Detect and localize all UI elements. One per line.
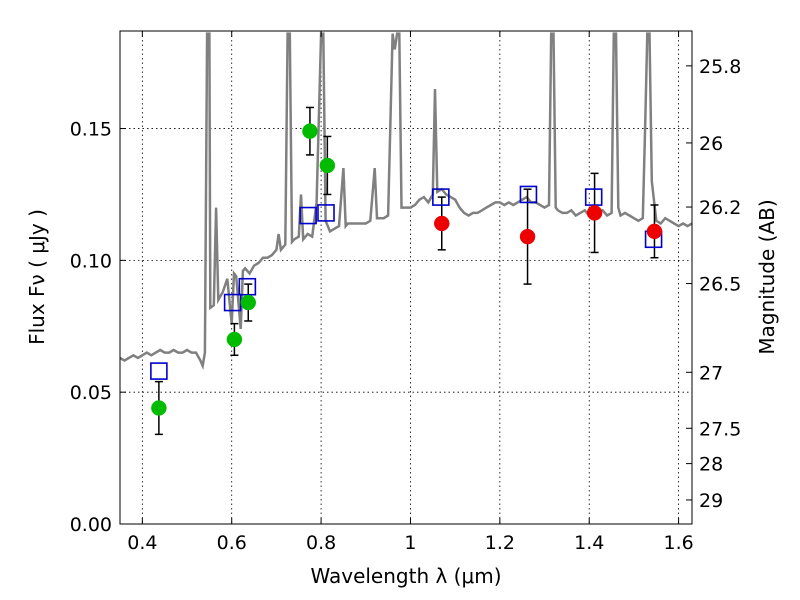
observed-point [240, 294, 257, 311]
mag-tick-label: 26.5 [699, 274, 741, 296]
mag-tick-label: 29 [699, 490, 723, 512]
observed-point [586, 205, 603, 221]
mag-tick-label: 26 [699, 133, 723, 155]
mag-tick-label: 27.5 [699, 418, 741, 440]
x-tick-label: 0.8 [306, 532, 336, 554]
observed-points [151, 123, 663, 416]
spectrum-series [120, 32, 692, 371]
model-square [317, 204, 335, 222]
observed-point [434, 215, 450, 232]
x-axis-title: Wavelength λ (μm) [310, 564, 501, 588]
observed-point [319, 157, 336, 174]
model-square [238, 277, 257, 296]
mag-tick-label: 26.2 [699, 197, 741, 219]
plot-frame [119, 30, 693, 525]
axis-ticks [120, 31, 692, 525]
model-square [432, 188, 450, 206]
observed-point [519, 228, 536, 245]
x-tick-labels: 0.4 0.6 0.8 1 1.2 1.4 1.6 [127, 532, 693, 554]
error-bars [154, 106, 659, 436]
x-tick-label: 0.6 [217, 532, 247, 554]
model-square [584, 188, 603, 206]
observed-point [302, 123, 318, 139]
y-tick-label: 0.15 [70, 119, 112, 141]
y-tick-labels: 0.00 0.05 0.10 0.15 [70, 119, 112, 536]
x-tick-label: 1.2 [485, 532, 515, 554]
model-points [150, 185, 663, 380]
x-tick-label: 0.4 [127, 532, 157, 554]
x-tick-label: 1.6 [663, 532, 693, 554]
y-tick-label: 0.10 [70, 250, 112, 272]
magnitude-tick-labels: 25.8 26 26.2 26.5 27 27.5 28 29 [699, 56, 741, 512]
x-tick-label: 1 [404, 532, 416, 554]
spectrum-line [120, 32, 692, 371]
observed-point [151, 400, 167, 416]
y-axis-title: Flux Fν ( μJy ) [25, 209, 49, 345]
mag-tick-label: 25.8 [699, 56, 741, 78]
observed-point [646, 223, 663, 240]
mag-tick-label: 27 [699, 362, 723, 384]
right-axis-title: Magnitude (AB) [755, 199, 779, 354]
y-tick-label: 0.05 [70, 382, 112, 404]
observed-point [226, 331, 243, 348]
mag-tick-label: 28 [699, 454, 723, 476]
x-tick-label: 1.4 [574, 532, 604, 554]
model-square [519, 185, 538, 204]
y-tick-label: 0.00 [70, 514, 112, 536]
model-square [150, 362, 168, 380]
model-square [299, 206, 317, 225]
